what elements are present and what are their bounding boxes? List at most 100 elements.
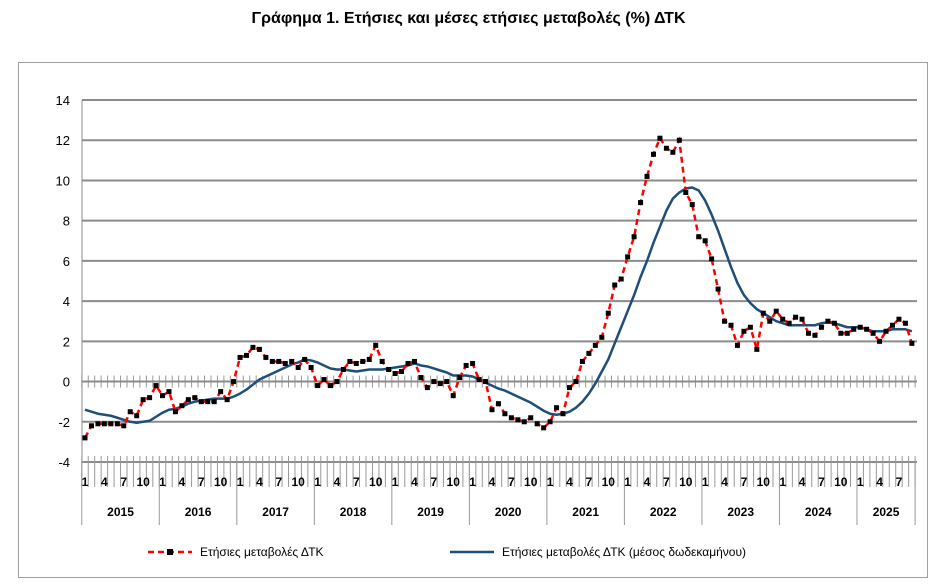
data-point-annual bbox=[476, 377, 482, 383]
data-point-annual bbox=[780, 316, 786, 322]
data-point-annual bbox=[289, 358, 295, 364]
data-point-annual bbox=[457, 375, 463, 381]
data-point-annual bbox=[282, 360, 288, 366]
data-point-annual bbox=[818, 324, 824, 330]
data-point-annual bbox=[612, 282, 618, 288]
data-point-annual bbox=[121, 423, 127, 429]
data-point-annual bbox=[573, 379, 579, 385]
x-month-label: 7 bbox=[818, 475, 825, 489]
data-point-annual bbox=[463, 362, 469, 368]
data-point-annual bbox=[101, 421, 107, 427]
data-point-annual bbox=[890, 322, 895, 328]
y-tick-label: 8 bbox=[63, 214, 70, 229]
y-tick-label: 10 bbox=[56, 173, 70, 188]
data-point-annual bbox=[528, 415, 534, 421]
data-point-annual bbox=[411, 358, 417, 364]
y-tick-label: 6 bbox=[63, 254, 70, 269]
data-point-annual bbox=[722, 318, 728, 324]
data-point-annual bbox=[153, 383, 159, 389]
data-point-annual bbox=[605, 310, 611, 316]
data-point-annual bbox=[347, 358, 353, 364]
data-point-annual bbox=[670, 149, 676, 155]
data-point-annual bbox=[450, 393, 456, 399]
data-point-annual bbox=[308, 364, 314, 370]
data-point-annual bbox=[160, 393, 166, 399]
x-year-label: 2015 bbox=[107, 505, 134, 519]
x-month-label: 10 bbox=[757, 475, 771, 489]
data-point-annual bbox=[644, 173, 650, 179]
data-point-annual bbox=[663, 145, 669, 151]
x-month-label: 1 bbox=[469, 475, 476, 489]
data-point-annual bbox=[812, 332, 818, 338]
x-month-label: 1 bbox=[159, 475, 166, 489]
y-tick-label: -2 bbox=[58, 415, 70, 430]
data-point-annual bbox=[327, 383, 333, 389]
x-year-label: 2021 bbox=[572, 505, 599, 519]
y-tick-label: 0 bbox=[63, 375, 70, 390]
data-point-annual bbox=[747, 324, 753, 330]
data-point-annual bbox=[108, 421, 114, 427]
data-point-annual bbox=[127, 409, 133, 415]
data-point-annual bbox=[399, 369, 405, 374]
data-point-annual bbox=[508, 415, 514, 421]
data-point-annual bbox=[353, 360, 359, 366]
data-point-annual bbox=[547, 419, 553, 425]
x-month-label: 4 bbox=[256, 475, 263, 489]
y-tick-label: 2 bbox=[63, 334, 70, 349]
data-point-annual bbox=[205, 399, 211, 405]
data-point-annual bbox=[696, 234, 702, 240]
data-point-annual bbox=[864, 326, 870, 332]
data-point-annual bbox=[360, 358, 366, 364]
data-point-annual bbox=[734, 342, 740, 348]
legend-swatch-annual bbox=[148, 549, 192, 555]
data-point-annual bbox=[728, 322, 734, 328]
data-point-annual bbox=[599, 334, 605, 340]
data-point-annual bbox=[431, 379, 437, 385]
x-month-label: 1 bbox=[547, 475, 554, 489]
x-year-label: 2018 bbox=[340, 505, 367, 519]
data-point-annual bbox=[373, 342, 379, 348]
data-point-annual bbox=[418, 375, 424, 381]
data-point-annual bbox=[883, 328, 889, 334]
y-tick-label: 4 bbox=[63, 294, 70, 309]
data-point-annual bbox=[831, 320, 837, 326]
x-month-label: 4 bbox=[489, 475, 496, 489]
x-month-label: 7 bbox=[586, 475, 593, 489]
data-point-annual bbox=[844, 330, 850, 336]
y-tick-label: 14 bbox=[56, 93, 70, 108]
data-point-annual bbox=[521, 419, 527, 425]
data-point-annual bbox=[586, 350, 592, 356]
data-point-annual bbox=[211, 399, 217, 405]
data-point-annual bbox=[114, 421, 120, 427]
data-point-annual bbox=[172, 409, 178, 415]
data-point-annual bbox=[534, 421, 540, 427]
data-point-annual bbox=[786, 320, 792, 326]
data-point-annual bbox=[838, 330, 844, 336]
x-month-label: 7 bbox=[663, 475, 670, 489]
x-year-label: 2020 bbox=[495, 505, 522, 519]
data-point-annual bbox=[340, 366, 346, 372]
x-month-label: 7 bbox=[896, 475, 903, 489]
data-point-annual bbox=[179, 403, 185, 409]
x-month-label: 4 bbox=[566, 475, 573, 489]
x-month-label: 1 bbox=[779, 475, 786, 489]
legend-swatch-average bbox=[450, 550, 494, 554]
data-point-annual bbox=[321, 377, 327, 383]
data-point-annual bbox=[256, 346, 262, 352]
data-point-annual bbox=[676, 137, 682, 143]
legend-label-average: Ετήσιες μεταβολές ΔΤΚ (μέσος δωδεκαμήνου… bbox=[502, 545, 747, 559]
data-point-annual bbox=[541, 425, 547, 431]
data-point-annual bbox=[88, 423, 94, 429]
data-point-annual bbox=[631, 234, 637, 240]
x-month-label: 7 bbox=[353, 475, 360, 489]
data-point-annual bbox=[650, 151, 656, 157]
data-point-annual bbox=[689, 202, 695, 208]
data-point-annual bbox=[444, 379, 450, 385]
data-point-annual bbox=[470, 360, 476, 366]
data-point-annual bbox=[192, 395, 198, 401]
data-point-annual bbox=[638, 200, 644, 206]
data-point-annual bbox=[424, 385, 430, 391]
series-line-average bbox=[84, 186, 913, 425]
x-year-label: 2022 bbox=[650, 505, 677, 519]
x-year-label: 2025 bbox=[873, 505, 900, 519]
